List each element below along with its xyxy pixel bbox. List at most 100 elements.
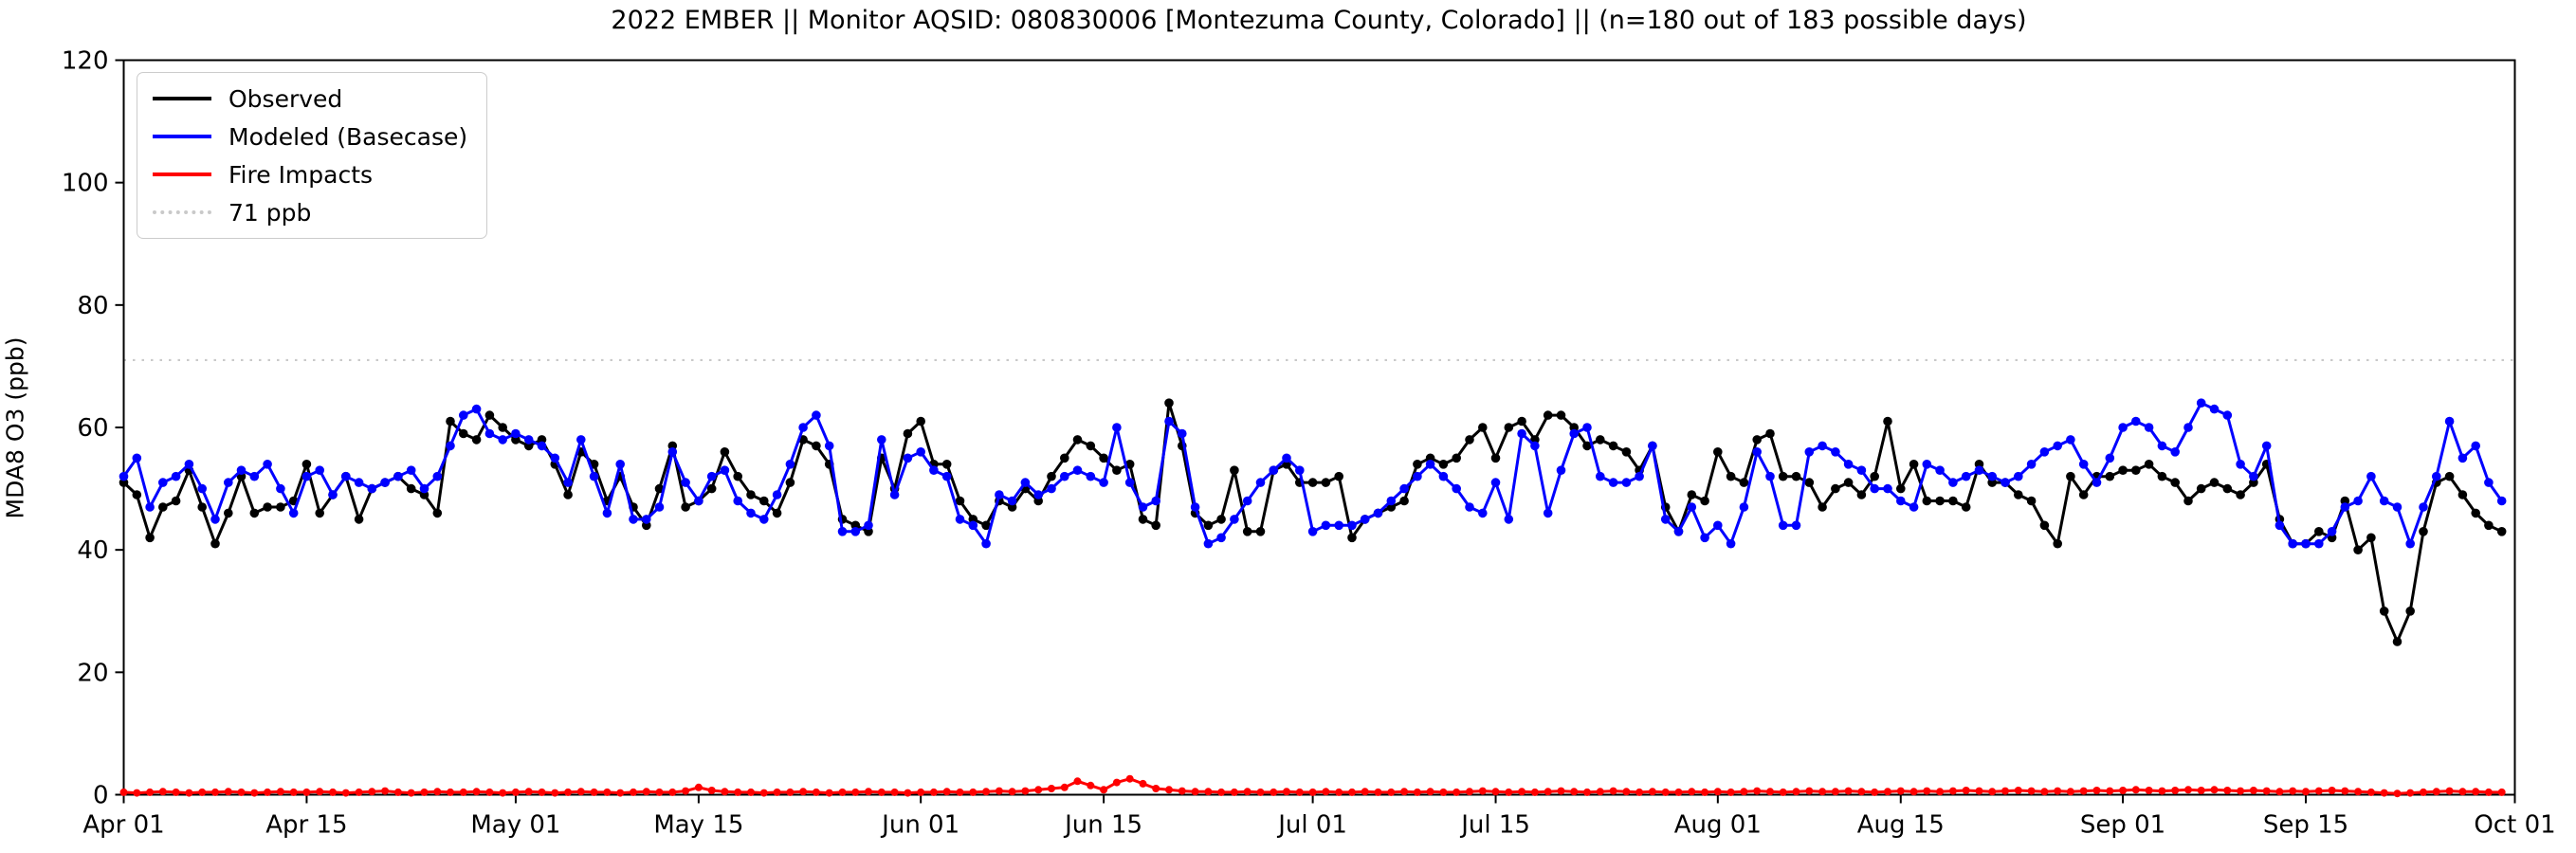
fire-impacts-marker [1308,788,1317,796]
observed-marker [1687,490,1697,499]
modeled-basecase-marker [393,471,403,481]
modeled-basecase-marker [720,465,730,476]
x-tick-label: Sep 15 [2263,811,2348,840]
modeled-basecase-marker [1582,423,1592,432]
modeled-basecase-marker [446,441,455,451]
observed-marker [1804,478,1815,487]
fire-impacts-marker [511,788,520,796]
x-tick-label: May 01 [470,811,560,840]
fire-impacts-marker [1831,788,1839,796]
observed-marker [1478,423,1488,432]
modeled-basecase-marker [315,465,325,476]
modeled-basecase-marker [550,453,560,463]
fire-impacts-marker [825,789,833,797]
observed-marker [1596,435,1605,445]
fire-impacts-marker [1452,788,1461,796]
legend-item: Fire Impacts [153,160,467,189]
fire-impacts-marker [538,788,546,796]
modeled-basecase-marker [2066,435,2075,445]
modeled-basecase-marker [1020,478,1031,487]
modeled-basecase-marker [772,490,782,499]
observed-marker [132,490,142,499]
modeled-basecase-marker [1452,483,1461,494]
modeled-basecase-marker [1713,520,1723,531]
modeled-basecase-marker [1086,471,1096,481]
fire-impacts-marker [1805,787,1814,795]
observed-marker [2066,471,2075,481]
modeled-basecase-marker [1190,502,1200,512]
observed-marker [1216,515,1226,524]
fire-impacts-marker [2484,788,2493,796]
fire-impacts-marker [1230,788,1238,796]
observed-marker [681,502,690,512]
fire-impacts-marker [2420,788,2427,796]
modeled-basecase-marker [2301,538,2311,549]
modeled-basecase-marker [158,478,168,487]
observed-marker [2419,527,2428,536]
observed-marker [2457,490,2468,499]
observed-marker [1203,520,1214,531]
observed-marker [981,520,991,531]
modeled-basecase-marker [1269,465,1279,476]
x-tick-label: Oct 01 [2474,811,2555,840]
modeled-basecase-marker [1543,508,1553,518]
fire-impacts-marker [2079,787,2088,795]
modeled-basecase-marker [2183,423,2193,432]
observed-marker [1791,471,1801,481]
observed-marker [2157,471,2167,481]
fire-impacts-marker [1191,788,1199,796]
modeled-basecase-marker [2484,478,2494,487]
fire-impacts-marker [576,788,585,796]
fire-impacts-marker [630,788,637,796]
modeled-basecase-marker [276,483,285,494]
modeled-basecase-marker [589,471,599,481]
fire-impacts-marker [551,789,559,797]
observed-marker [1909,460,1919,469]
modeled-basecase-marker [1608,478,1618,487]
modeled-basecase-marker [1621,478,1632,487]
x-tick-label: May 15 [653,811,743,840]
fire-impacts-marker [499,789,507,797]
fire-impacts-marker [2445,787,2454,795]
observed-marker [1151,520,1160,531]
x-tick-label: Jun 01 [880,811,959,840]
modeled-basecase-marker [1922,460,1932,469]
fire-impacts-marker [2472,788,2480,796]
fire-impacts-marker [1622,788,1631,796]
modeled-basecase-marker [2078,460,2089,469]
modeled-basecase-marker [2314,538,2324,549]
fire-impacts-marker [420,788,429,796]
fire-impacts-marker [368,788,376,796]
modeled-basecase-marker [1883,483,1892,494]
modeled-basecase-marker [1438,471,1449,481]
modeled-basecase-marker [916,447,925,457]
modeled-basecase-marker [1216,533,1226,543]
legend-sample-line [153,135,211,138]
modeled-basecase-marker [681,478,690,487]
fire-impacts-marker [759,789,768,797]
modeled-basecase-marker [759,515,769,524]
observed-marker [276,502,285,512]
modeled-basecase-marker [642,515,651,524]
modeled-basecase-marker [1373,508,1383,518]
fire-impacts-marker [1048,785,1055,792]
modeled-basecase-marker [694,496,703,506]
observed-marker [210,538,220,549]
fire-impacts-marker [682,787,690,795]
fire-impacts-marker [1844,787,1853,795]
observed-marker [1556,410,1566,420]
observed-marker [2131,465,2141,476]
fire-impacts-marker [2054,787,2062,795]
modeled-basecase-marker [615,460,625,469]
fire-impacts-marker [381,787,390,795]
observed-marker [1752,435,1762,445]
fire-impacts-marker [433,788,442,796]
observed-marker [1060,453,1069,463]
observed-marker [1935,496,1945,506]
fire-impacts-marker [172,788,180,796]
modeled-basecase-marker [2105,453,2115,463]
modeled-basecase-marker [471,404,482,414]
modeled-basecase-marker [1230,515,1239,524]
x-tick-label: Jul 15 [1459,811,1530,840]
